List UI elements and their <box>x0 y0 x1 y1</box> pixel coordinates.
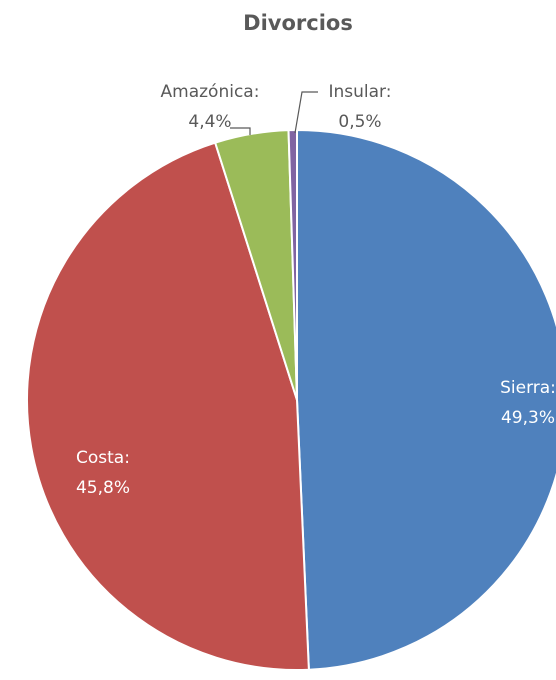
pie-slice <box>26 141 310 671</box>
data-label-name: Sierra: <box>500 378 556 398</box>
chart-title: Divorcios <box>243 11 353 35</box>
data-label-value: 4,4% <box>188 112 231 132</box>
pie-slice <box>287 128 298 401</box>
leader-line <box>230 127 251 135</box>
data-label-name: Insular: <box>329 82 392 102</box>
pie-slice <box>296 128 556 671</box>
data-label-name: Costa: <box>76 448 130 468</box>
leader-line <box>294 91 318 134</box>
data-label-value: 49,3% <box>501 408 555 428</box>
pie <box>26 128 556 671</box>
data-label-value: 0,5% <box>338 112 381 132</box>
data-label-value: 45,8% <box>76 478 130 498</box>
data-label-name: Amazónica: <box>161 82 260 102</box>
